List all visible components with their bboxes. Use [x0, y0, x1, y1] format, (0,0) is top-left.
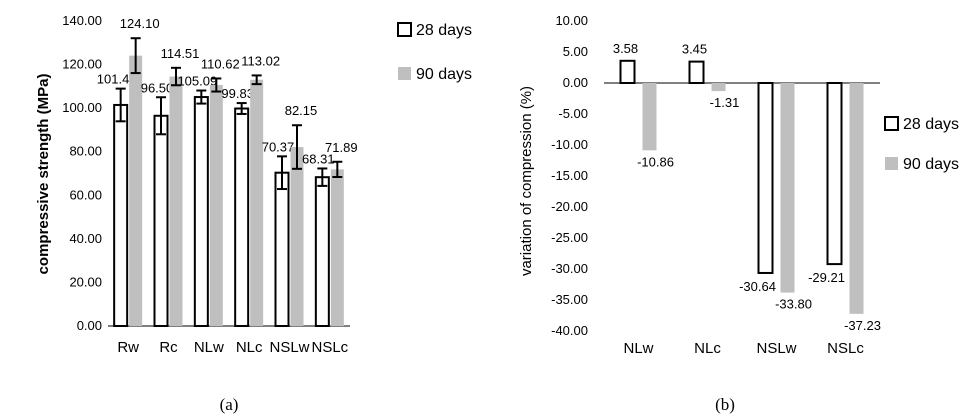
chart-b-data-label: -10.86	[637, 154, 674, 169]
chart-a-bar	[153, 114, 169, 328]
chart-b-ytick-label: 5.00	[563, 44, 588, 59]
chart-a-bar	[234, 107, 250, 327]
chart-b-ytick-label: -40.00	[551, 323, 588, 338]
chart-b-legend-swatch	[885, 157, 898, 170]
chart-b-ytick-label: -20.00	[551, 199, 588, 214]
chart-b-category-label: NSLc	[827, 340, 864, 357]
chart-b-ytick-label: -5.00	[558, 106, 588, 121]
chart-a-bar	[274, 171, 290, 327]
chart-a-data-label: 101.46	[97, 72, 137, 87]
chart-a-ytick-label: 20.00	[69, 274, 102, 289]
chart-a-data-label: 96.50	[141, 80, 174, 95]
chart-b-category-label: NSLw	[756, 340, 796, 357]
chart-b-ytick-label: 0.00	[563, 75, 588, 90]
chart-a-bar	[113, 103, 129, 327]
chart-b-bar	[849, 83, 864, 314]
chart-b-ytick-label: -10.00	[551, 137, 588, 152]
chart-b-data-label: -30.64	[739, 279, 776, 294]
chart-a-data-label: 124.10	[120, 16, 160, 31]
chart-a-bar	[169, 76, 183, 326]
chart-a-legend-label: 28 days	[416, 22, 472, 39]
chart-a-data-label: 105.09	[177, 74, 217, 89]
chart-a-ytick-label: 60.00	[69, 187, 102, 202]
chart-a-ytick-label: 40.00	[69, 231, 102, 246]
chart-a-legend-label: 90 days	[416, 66, 472, 83]
chart-b-legend-label: 28 days	[903, 116, 959, 133]
chart-a-data-label: 110.62	[201, 56, 240, 71]
chart-b-ytick-label: 10.00	[555, 13, 588, 28]
chart-a-data-label: 99.83	[221, 86, 254, 101]
chart-a-bar	[314, 176, 330, 327]
chart-b-ytick-label: -15.00	[551, 168, 588, 183]
chart-b-bar	[711, 83, 726, 92]
chart-a-category-label: NLw	[194, 339, 224, 356]
chart-a-bar	[290, 147, 304, 326]
chart-a-legend-swatch	[398, 67, 411, 80]
chart-b-data-label: 3.58	[613, 41, 638, 56]
chart-a-bar	[209, 85, 223, 326]
chart-a-category-label: NSLc	[311, 339, 348, 356]
chart-b-data-label: -29.21	[808, 270, 845, 285]
chart-b-data-label: 3.45	[682, 42, 707, 57]
chart-b: -40.00 -35.00 -30.00 -25.00 -20.00 -15.00 -10.…	[551, 13, 959, 357]
chart-a-category-label: Rc	[159, 339, 178, 356]
chart-b-ytick-label: -35.00	[551, 292, 588, 307]
chart-a-data-label: 68.31	[302, 151, 335, 166]
chart-a-data-label: 113.02	[241, 53, 280, 68]
chart-a-panel-label: (a)	[220, 395, 239, 414]
chart-b-data-label: -1.31	[710, 95, 740, 110]
chart-a-data-label: 71.89	[325, 140, 358, 155]
chart-a-data-label: 114.51	[161, 46, 200, 61]
chart-b-legend-swatch	[884, 116, 899, 131]
chart-b-data-label: -33.80	[775, 297, 812, 312]
chart-b-panel-label: (b)	[715, 395, 735, 414]
chart-a-bar	[193, 96, 209, 328]
chart-b-category-label: NLc	[694, 340, 721, 357]
chart-a-category-label: Rw	[117, 339, 139, 356]
chart-a: 0.00 20.00 40.00 60.00 80.00 100.00 120.00 140.…	[62, 13, 472, 356]
chart-a-ytick-label: 140.00	[62, 13, 102, 28]
chart-b-category-label: NLw	[623, 340, 653, 357]
chart-a-ytick-label: 100.00	[62, 100, 102, 115]
chart-a-ytick-label: 80.00	[69, 144, 102, 159]
chart-b-ytick-label: -25.00	[551, 230, 588, 245]
chart-b-bar	[757, 82, 774, 274]
chart-a-ytick-label: 120.00	[62, 57, 102, 72]
chart-b-ytick-label: -30.00	[551, 261, 588, 276]
chart-b-data-label: -37.23	[844, 318, 881, 333]
chart-a-data-label: 82.15	[285, 103, 318, 118]
chart-a-data-label: 70.37	[262, 139, 295, 154]
chart-b-bar	[826, 82, 843, 266]
chart-b-bar	[619, 59, 636, 84]
chart-a-legend-swatch	[397, 22, 412, 37]
chart-b-bar	[642, 83, 657, 151]
chart-b-legend-label: 90 days	[903, 156, 959, 173]
chart-a-ytick-label: 0.00	[77, 318, 102, 333]
chart-a-category-label: NSLw	[269, 339, 309, 356]
chart-a-bar	[330, 169, 344, 326]
chart-a-ylabel: compressive strength (MPa)	[35, 74, 52, 275]
chart-b-bar	[780, 83, 795, 293]
chart-b-bar	[688, 60, 705, 84]
chart-a-category-label: NLc	[236, 339, 263, 356]
chart-a-bar	[250, 79, 264, 326]
chart-a-bar	[129, 55, 143, 327]
chart-b-ylabel: variation of compression (%)	[518, 86, 535, 276]
